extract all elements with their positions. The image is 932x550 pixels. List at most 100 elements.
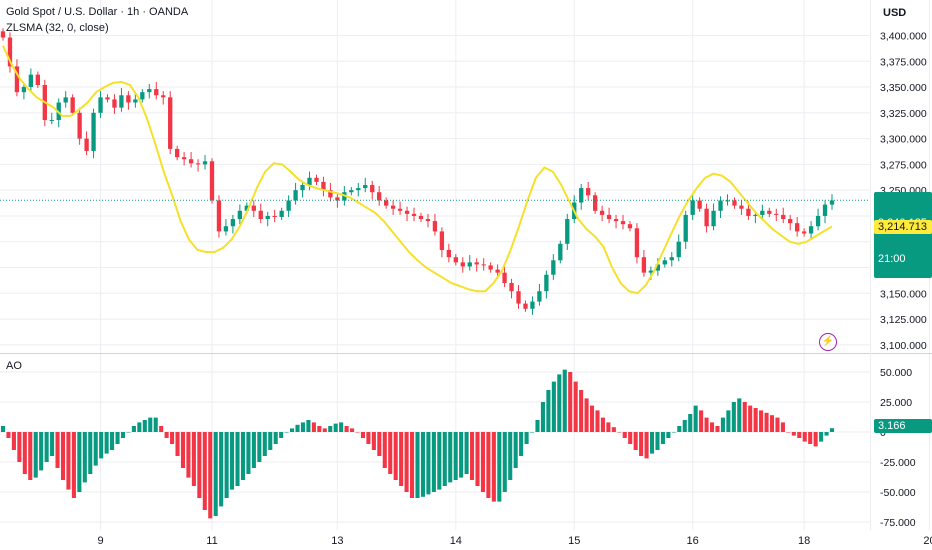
candle-body: [725, 200, 730, 202]
ao-bar: [808, 432, 813, 444]
candle-body: [760, 210, 765, 215]
ao-bar: [660, 432, 665, 444]
ao-bar: [131, 426, 136, 432]
ao-bar: [742, 402, 747, 432]
ao-bar: [246, 432, 251, 474]
ao-bar: [600, 417, 605, 432]
candle-body: [551, 260, 556, 275]
price-tick-label: 3,325.000: [880, 108, 927, 120]
candle-body: [70, 97, 75, 113]
candle-body: [321, 181, 326, 191]
price-tick-label: 3,300.000: [880, 134, 927, 146]
ao-bar: [366, 432, 371, 444]
candle-body: [202, 161, 208, 165]
ao-bar: [268, 432, 273, 450]
price-tick-label: 3,350.000: [880, 82, 927, 94]
candle-body: [788, 219, 793, 224]
candle-body: [293, 190, 298, 201]
candle-body: [732, 200, 737, 206]
lightning-icon[interactable]: ⚡: [819, 333, 837, 351]
ao-axis[interactable]: 50.000 25.000 0 -25.000 -50.000 -75.000: [880, 367, 916, 529]
candle-body: [544, 274, 549, 292]
ao-bar: [802, 432, 807, 442]
ao-bar: [99, 432, 104, 459]
ao-bar: [448, 432, 453, 483]
ao-bar: [573, 381, 578, 432]
ao-bar: [584, 398, 589, 432]
ao-bar: [60, 432, 66, 480]
candle-body: [161, 95, 166, 98]
candle-body: [349, 190, 354, 193]
ao-bar: [464, 432, 469, 474]
ao-bar: [557, 374, 562, 432]
ao-bar: [769, 415, 775, 432]
candle-body: [579, 188, 584, 203]
ao-bar: [497, 432, 502, 502]
ao-bar: [682, 420, 687, 432]
candle-body: [453, 257, 458, 263]
chart-title: Gold Spot / U.S. Dollar · 1h · OANDA: [6, 6, 189, 18]
ao-bar: [39, 432, 44, 471]
ao-bar: [540, 402, 545, 432]
candle-body: [377, 192, 382, 201]
ao-bar: [339, 422, 344, 432]
ao-bar: [829, 428, 835, 432]
candle-body: [662, 260, 667, 265]
candle-body: [711, 210, 716, 227]
ao-bar: [240, 432, 246, 480]
candle-body: [237, 210, 243, 220]
ao-bar: [595, 410, 600, 432]
ao-bar: [693, 405, 698, 432]
candle-body: [537, 291, 542, 302]
ao-bar: [486, 432, 491, 498]
candle-body: [181, 157, 187, 160]
ao-bar: [589, 405, 595, 432]
bar-countdown: 21:00: [878, 253, 906, 265]
candle-body: [147, 89, 152, 93]
candle-body: [801, 231, 807, 234]
candle-body: [105, 97, 110, 100]
candle-body: [363, 185, 368, 189]
ao-bar: [306, 420, 311, 432]
ao-legend[interactable]: AO: [6, 360, 22, 372]
indicator-legend[interactable]: ZLSMA (32, 0, close): [6, 22, 109, 34]
ao-bar: [644, 432, 649, 459]
candle-body: [613, 219, 619, 222]
ao-bar: [208, 432, 213, 519]
candle-body: [697, 200, 702, 209]
ao-bar: [824, 432, 829, 436]
ao-bar: [579, 390, 584, 432]
candle-body: [265, 215, 270, 220]
time-tick-label: 18: [798, 535, 810, 547]
candle-body: [0, 31, 6, 38]
ao-bar: [213, 432, 218, 516]
ao-bar: [170, 432, 175, 444]
candle-body: [112, 99, 117, 108]
ao-bar: [104, 432, 109, 454]
ao-bar: [426, 432, 431, 495]
ao-bar: [611, 427, 616, 432]
candle-body: [356, 188, 361, 191]
candle-body: [195, 163, 201, 165]
ao-bar: [688, 414, 693, 432]
ao-bar: [17, 432, 22, 462]
ao-bar: [491, 432, 496, 502]
candle-body: [404, 210, 410, 214]
candle-body: [606, 214, 612, 220]
ao-bar: [819, 432, 824, 442]
ao-bar: [159, 426, 164, 432]
candle-body: [14, 66, 20, 93]
candle-body: [808, 226, 814, 234]
ao-bar: [33, 432, 38, 478]
currency-label[interactable]: USD: [883, 7, 907, 19]
ao-value-tag: 3.166: [874, 419, 932, 433]
ao-bar: [360, 432, 366, 438]
ao-bar: [502, 432, 507, 492]
ao-bar: [633, 432, 638, 450]
time-axis[interactable]: 9 11 13 14 15 16 18 20: [97, 535, 932, 547]
candle-body: [460, 262, 465, 267]
ao-bar: [606, 422, 611, 432]
ao-bar: [148, 417, 153, 432]
candle-body: [599, 210, 605, 215]
